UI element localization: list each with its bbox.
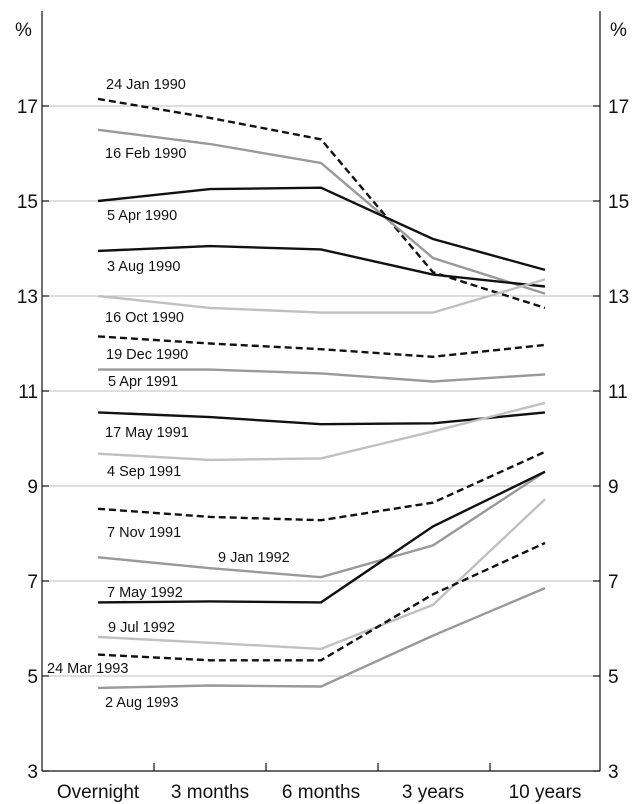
y-tick-label: 11 <box>18 382 38 403</box>
y-tick-label: 7 <box>608 572 619 593</box>
series-line <box>97 401 546 462</box>
series-label: 19 Dec 1990 <box>106 347 188 363</box>
y-axis-right: 3 5 7 9 11 13 15 17 <box>593 97 629 783</box>
series-label: 16 Feb 1990 <box>105 146 186 162</box>
y-axis-left: 3 5 7 9 11 13 15 17 <box>17 97 49 783</box>
y-tick-label: 15 <box>17 192 38 213</box>
series-label: 7 May 1992 <box>107 585 183 601</box>
y-tick-label: 5 <box>608 667 619 688</box>
x-axis: Overnight 3 months 6 months 3 years 10 years <box>57 763 582 803</box>
series-label: 9 Jul 1992 <box>108 620 175 636</box>
series-label: 16 Oct 1990 <box>105 310 184 326</box>
series-line <box>97 186 546 272</box>
series-label: 7 Nov 1991 <box>107 525 181 541</box>
series-labels: 24 Jan 1990 16 Feb 1990 5 Apr 1990 3 Aug 19… <box>47 77 290 711</box>
series-line <box>97 335 546 359</box>
series-lines <box>97 97 546 690</box>
series-label: 9 Jan 1992 <box>218 550 290 566</box>
y-unit-label-right: % <box>610 20 627 41</box>
series-label: 5 Apr 1991 <box>108 374 178 390</box>
series-line <box>97 411 546 426</box>
x-tick-label: 10 years <box>509 782 582 803</box>
y-tick-label: 17 <box>608 97 629 118</box>
series-label: 4 Sep 1991 <box>107 464 181 480</box>
y-tick-label: 9 <box>608 477 619 498</box>
x-tick-label: 3 months <box>171 782 249 803</box>
y-tick-label: 13 <box>608 287 629 308</box>
series-label: 5 Apr 1990 <box>107 208 177 224</box>
x-tick-label: 3 years <box>402 782 464 803</box>
y-unit-label-left: % <box>15 20 32 41</box>
series-line <box>97 278 546 314</box>
series-line <box>97 586 546 690</box>
series-line <box>97 470 546 604</box>
series-line <box>97 128 546 295</box>
series-line <box>98 368 546 383</box>
series-label: 24 Mar 1993 <box>47 661 128 677</box>
series-label: 2 Aug 1993 <box>105 695 178 711</box>
y-tick-label: 11 <box>608 382 628 403</box>
y-tick-label: 17 <box>17 97 38 118</box>
x-tick-label: 6 months <box>282 782 360 803</box>
y-tick-label: 3 <box>27 762 38 783</box>
series-line <box>97 450 546 522</box>
series-line <box>97 97 546 310</box>
series-label: 24 Jan 1990 <box>106 77 186 93</box>
series-label: 3 Aug 1990 <box>107 259 180 275</box>
series-label: 17 May 1991 <box>105 425 189 441</box>
y-tick-label: 3 <box>608 762 619 783</box>
series-line <box>97 541 546 662</box>
series-line <box>97 244 546 288</box>
y-tick-label: 13 <box>17 287 38 308</box>
y-tick-label: 9 <box>27 477 38 498</box>
y-tick-label: 5 <box>27 667 38 688</box>
series-line <box>97 470 546 579</box>
x-tick-label: Overnight <box>57 782 140 803</box>
series-line <box>97 498 546 651</box>
y-tick-label: 15 <box>608 192 629 213</box>
y-tick-label: 7 <box>27 572 38 593</box>
